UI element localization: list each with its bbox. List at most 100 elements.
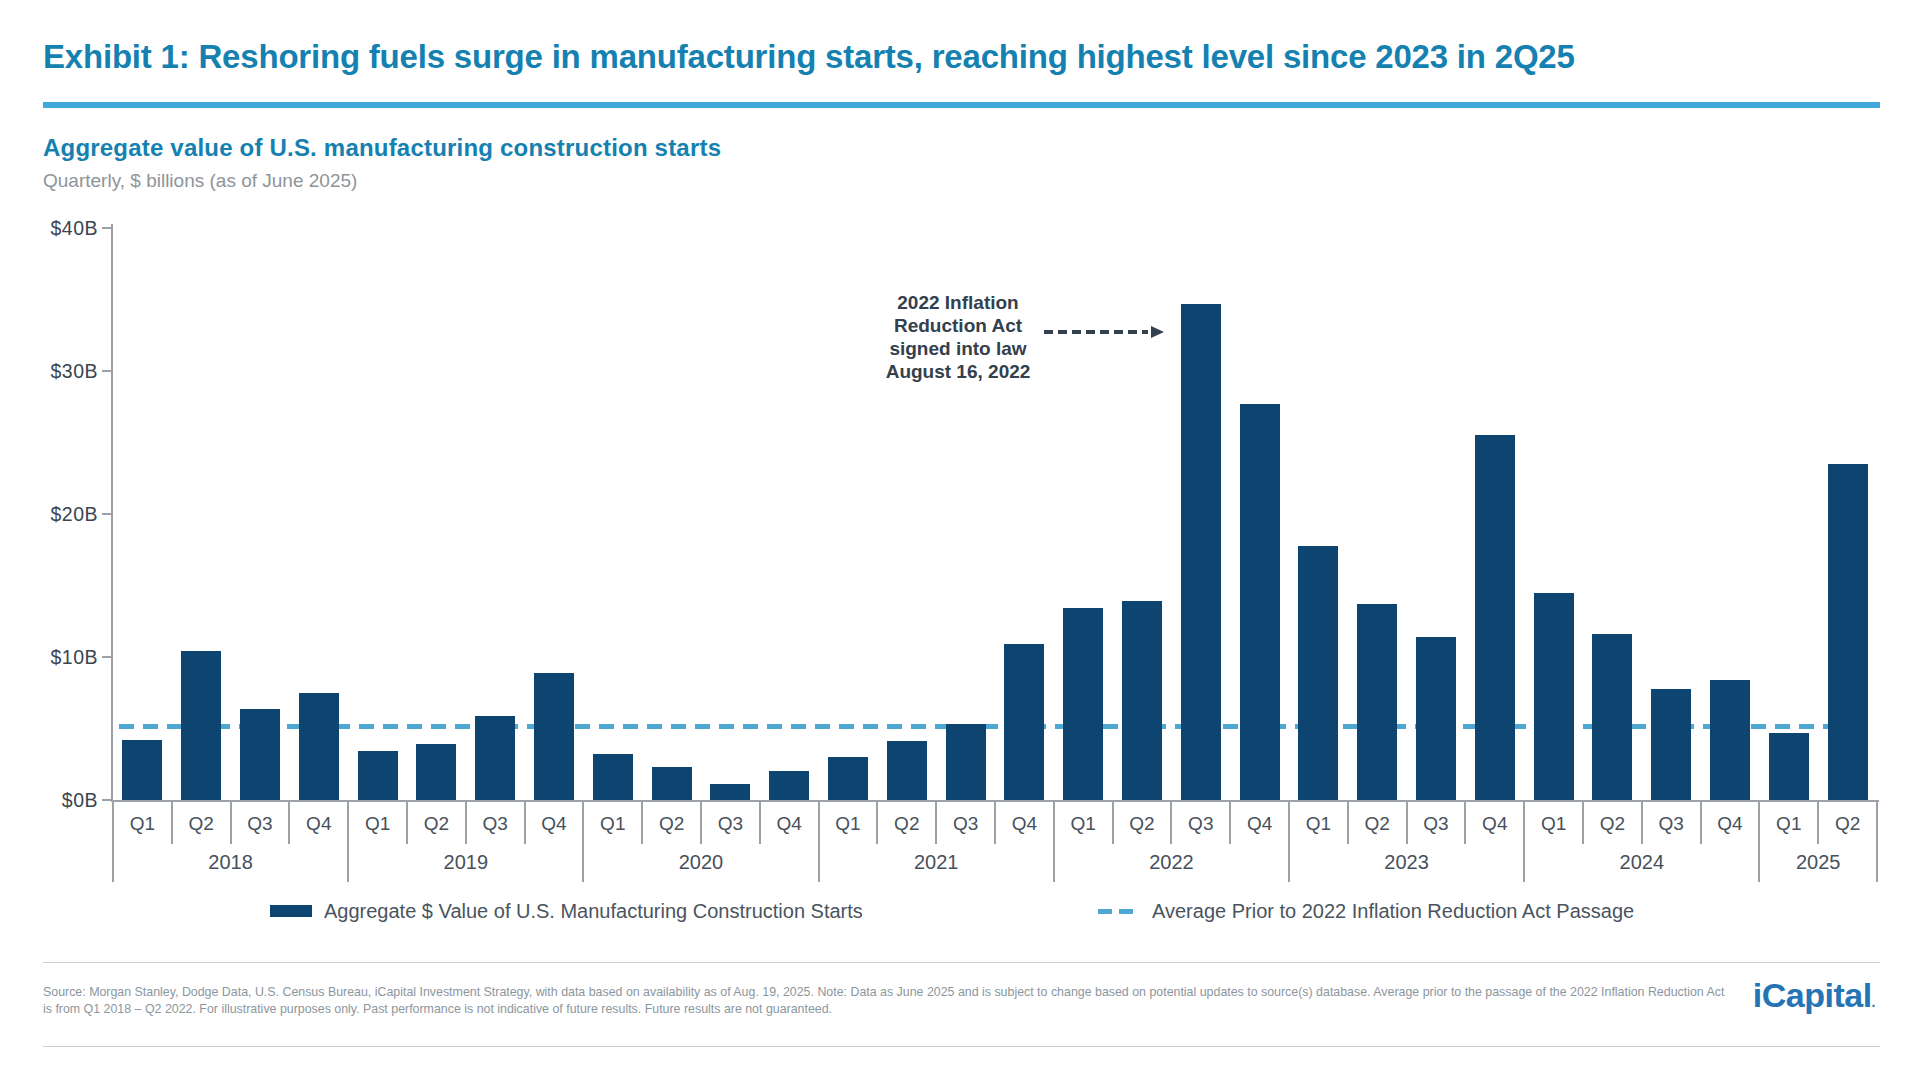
x-axis-quarter-label: Q3 (1171, 806, 1230, 842)
x-axis-year-label: 2025 (1759, 846, 1877, 878)
chart-legend: Aggregate $ Value of U.S. Manufacturing … (0, 896, 1920, 926)
year-separator (347, 800, 349, 882)
x-axis-quarter-label: Q4 (995, 806, 1054, 842)
x-axis-quarter-label: Q3 (231, 806, 290, 842)
y-axis-tick (102, 513, 111, 515)
footer-divider-top (43, 962, 1880, 963)
bar-2023-Q3 (1416, 637, 1456, 800)
dash-swatch-icon (1098, 909, 1138, 914)
quarter-separator (1817, 800, 1819, 844)
footer-line-2: is from Q1 2018 – Q2 2022. For illustrat… (43, 1001, 1733, 1018)
page: Exhibit 1: Reshoring fuels surge in manu… (0, 0, 1920, 1080)
y-axis-label: $0B (28, 788, 98, 812)
x-axis-quarter-label: Q4 (1701, 806, 1760, 842)
x-axis-quarter-label: Q3 (466, 806, 525, 842)
y-axis-label: $40B (28, 216, 98, 240)
x-axis-quarter-label: Q4 (525, 806, 584, 842)
legend-label-bars: Aggregate $ Value of U.S. Manufacturing … (324, 900, 863, 923)
x-axis-quarter-label: Q1 (1524, 806, 1583, 842)
x-axis-quarter-label: Q1 (348, 806, 407, 842)
bar-2018-Q3 (240, 709, 280, 801)
quarter-separator (406, 800, 408, 844)
x-axis-quarter-label: Q4 (760, 806, 819, 842)
quarter-separator (1582, 800, 1584, 844)
year-separator (1758, 800, 1760, 882)
bar-2018-Q2 (181, 651, 221, 800)
year-separator (1876, 800, 1878, 882)
bar-2023-Q1 (1298, 546, 1338, 801)
y-axis-tick (102, 227, 111, 229)
bar-2021-Q3 (946, 724, 986, 800)
bar-2020-Q4 (769, 771, 809, 800)
quarter-separator (759, 800, 761, 844)
bar-2020-Q2 (652, 767, 692, 800)
legend-label-average: Average Prior to 2022 Inflation Reductio… (1152, 900, 1634, 923)
bar-2022-Q4 (1240, 404, 1280, 800)
x-axis-quarter-label: Q1 (583, 806, 642, 842)
bar-2021-Q4 (1004, 644, 1044, 800)
footer-disclaimer: Source: Morgan Stanley, Dodge Data, U.S.… (43, 984, 1733, 1018)
bar-2019-Q2 (416, 744, 456, 800)
x-axis-quarter-label: Q1 (819, 806, 878, 842)
x-axis-year-label: 2018 (113, 846, 348, 878)
y-axis-line (111, 224, 113, 802)
quarter-separator (641, 800, 643, 844)
x-axis-quarter-label: Q2 (1113, 806, 1172, 842)
quarter-separator (935, 800, 937, 844)
bar-2022-Q1 (1063, 608, 1103, 800)
bar-2021-Q2 (887, 741, 927, 800)
year-separator (112, 800, 114, 882)
quarter-separator (288, 800, 290, 844)
logo-text: iCapital (1753, 976, 1872, 1014)
footer-divider-bottom (43, 1046, 1880, 1047)
bar-2024-Q3 (1651, 689, 1691, 801)
bar-2018-Q1 (122, 740, 162, 800)
legend-item-bars: Aggregate $ Value of U.S. Manufacturing … (270, 896, 863, 926)
quarter-separator (1347, 800, 1349, 844)
y-axis-tick (102, 799, 111, 801)
legend-item-average: Average Prior to 2022 Inflation Reductio… (1098, 896, 1634, 926)
x-axis-quarter-label: Q2 (642, 806, 701, 842)
x-axis-quarter-label: Q3 (1407, 806, 1466, 842)
quarter-separator (994, 800, 996, 844)
logo-mark: . (1872, 994, 1875, 1010)
year-separator (1523, 800, 1525, 882)
x-axis-quarter-label: Q3 (1642, 806, 1701, 842)
quarter-separator (1229, 800, 1231, 844)
x-axis-quarter-label: Q2 (172, 806, 231, 842)
bar-2025-Q2 (1828, 464, 1868, 800)
bar-2023-Q2 (1357, 604, 1397, 800)
y-axis-label: $20B (28, 502, 98, 526)
bar-2024-Q1 (1534, 593, 1574, 800)
x-axis-quarter-label: Q4 (1230, 806, 1289, 842)
quarter-separator (1700, 800, 1702, 844)
quarter-separator (1641, 800, 1643, 844)
quarter-separator (524, 800, 526, 844)
x-axis-year-label: 2020 (583, 846, 818, 878)
year-separator (1288, 800, 1290, 882)
quarter-separator (700, 800, 702, 844)
arrow-dash (1044, 330, 1148, 334)
x-axis-quarter-label: Q3 (701, 806, 760, 842)
footer-line-1: Source: Morgan Stanley, Dodge Data, U.S.… (43, 984, 1733, 1001)
bar-2019-Q3 (475, 716, 515, 800)
quarter-separator (1170, 800, 1172, 844)
quarter-separator (230, 800, 232, 844)
x-axis-quarter-label: Q4 (289, 806, 348, 842)
y-axis-tick (102, 656, 111, 658)
bar-2024-Q2 (1592, 634, 1632, 800)
quarter-separator (876, 800, 878, 844)
arrow-head (1151, 326, 1164, 338)
quarter-separator (1406, 800, 1408, 844)
bar-2018-Q4 (299, 693, 339, 800)
bar-2019-Q1 (358, 751, 398, 800)
x-axis-year-label: 2023 (1289, 846, 1524, 878)
x-axis-quarter-label: Q2 (1818, 806, 1877, 842)
x-axis-quarter-label: Q2 (1583, 806, 1642, 842)
x-axis-year-label: 2022 (1054, 846, 1289, 878)
bar-2021-Q1 (828, 757, 868, 800)
icapital-logo: iCapital. (1745, 976, 1875, 1015)
x-axis-quarter-label: Q1 (1054, 806, 1113, 842)
y-axis-label: $10B (28, 645, 98, 669)
y-axis-label: $30B (28, 359, 98, 383)
